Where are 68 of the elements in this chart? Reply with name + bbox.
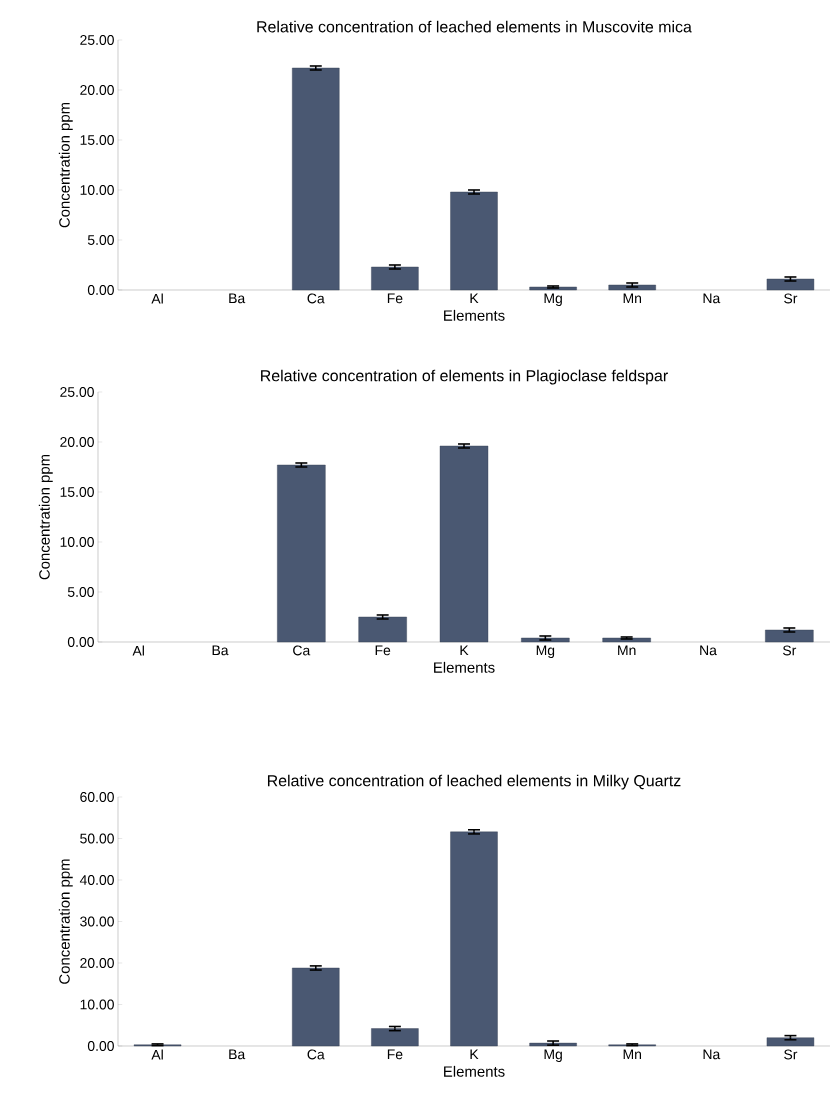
y-tick-label: 5.00 bbox=[67, 587, 94, 597]
x-axis-title: Elements bbox=[444, 1065, 505, 1077]
y-tick-label: 0.00 bbox=[67, 637, 94, 647]
bar bbox=[439, 445, 489, 643]
x-tick-label: Mg bbox=[536, 645, 555, 658]
bar bbox=[371, 1028, 419, 1047]
y-tick-label: 30.00 bbox=[80, 916, 114, 927]
y-tick-label: 20.00 bbox=[60, 437, 94, 447]
bar bbox=[450, 191, 498, 291]
x-tick-label: Ca bbox=[307, 293, 325, 304]
y-axis-title: Concentration ppm bbox=[58, 102, 73, 228]
x-tick-label: K bbox=[470, 293, 479, 304]
bar bbox=[450, 831, 498, 1047]
y-tick-label: 50.00 bbox=[80, 833, 114, 844]
x-tick-label: Ca bbox=[293, 645, 311, 656]
x-tick-label: Mg bbox=[544, 293, 562, 306]
x-tick-label: Ca bbox=[307, 1049, 325, 1060]
chart-title: Relative concentration of elements in Plagioclase feldspar bbox=[261, 369, 668, 385]
x-tick-label: Al bbox=[132, 645, 144, 656]
chart-title: Relative concentration of leached elements in Muscovite mica bbox=[257, 20, 692, 33]
bar bbox=[277, 464, 326, 643]
x-tick-label: Na bbox=[703, 293, 721, 304]
y-tick-label: 15.00 bbox=[80, 135, 114, 145]
x-tick-label: Al bbox=[151, 1049, 163, 1060]
bar bbox=[521, 637, 570, 643]
bar bbox=[766, 278, 815, 291]
x-axis-title: Elements bbox=[434, 661, 495, 673]
x-tick-label: Fe bbox=[387, 1049, 403, 1060]
bar bbox=[371, 266, 419, 291]
x-tick-label: Mn bbox=[623, 1049, 642, 1060]
x-tick-label: Mg bbox=[544, 1049, 562, 1062]
x-tick-label: Ba bbox=[229, 1049, 246, 1060]
x-tick-label: Na bbox=[703, 1049, 721, 1060]
y-tick-label: 5.00 bbox=[87, 235, 114, 245]
x-tick-label: Sr bbox=[783, 645, 797, 656]
y-tick-label: 20.00 bbox=[80, 958, 114, 968]
y-axis-title: Concentration ppm bbox=[38, 454, 53, 580]
x-tick-label: Na bbox=[700, 645, 717, 656]
x-tick-label: Sr bbox=[784, 293, 798, 304]
x-tick-label: Sr bbox=[784, 1049, 798, 1060]
y-tick-label: 10.00 bbox=[60, 537, 94, 547]
y-tick-label: 60.00 bbox=[80, 792, 114, 802]
x-tick-label: Ba bbox=[229, 293, 246, 304]
y-tick-label: 25.00 bbox=[80, 35, 114, 45]
bar bbox=[765, 629, 814, 643]
y-tick-label: 10.00 bbox=[80, 999, 114, 1010]
x-tick-label: Mn bbox=[623, 293, 642, 304]
x-tick-label: K bbox=[470, 1049, 479, 1060]
x-tick-label: Ba bbox=[212, 645, 229, 656]
y-tick-label: 0.00 bbox=[87, 1041, 114, 1051]
y-tick-label: 40.00 bbox=[79, 875, 114, 885]
bar bbox=[766, 1037, 815, 1047]
x-tick-label: Fe bbox=[375, 645, 391, 656]
chart-title: Relative concentration of leached elements in Milky Quartz bbox=[267, 774, 681, 790]
bar bbox=[358, 616, 407, 643]
bar bbox=[292, 967, 340, 1047]
x-tick-label: Mn bbox=[618, 645, 636, 656]
y-axis-title: Concentration ppm bbox=[58, 859, 73, 984]
y-tick-label: 0.00 bbox=[87, 285, 114, 295]
x-axis-title: Elements bbox=[444, 309, 505, 321]
x-tick-label: K bbox=[460, 645, 469, 656]
x-tick-label: Fe bbox=[387, 293, 403, 304]
x-tick-label: Al bbox=[151, 293, 163, 304]
bar bbox=[292, 67, 340, 291]
y-tick-label: 10.00 bbox=[80, 185, 114, 195]
y-tick-label: 15.00 bbox=[60, 487, 94, 497]
y-tick-label: 25.00 bbox=[60, 387, 94, 397]
y-tick-label: 20.00 bbox=[80, 85, 114, 95]
